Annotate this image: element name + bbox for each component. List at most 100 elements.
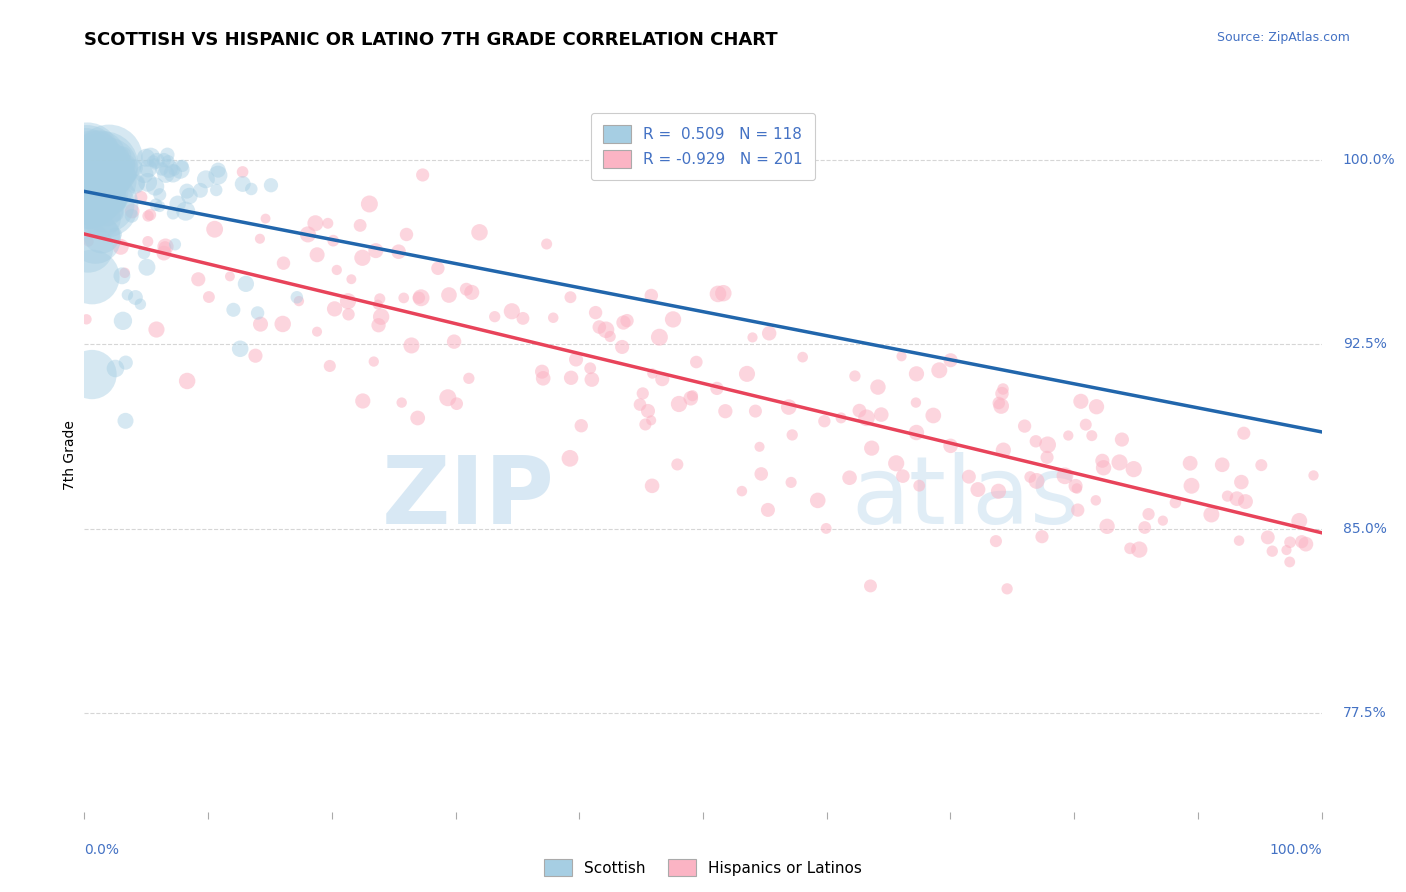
Point (1070, 394, 1092, 409)
Point (756, 503, 779, 517)
Point (1092, 460, 1115, 475)
Point (1234, 494, 1257, 508)
Point (336, 294, 359, 309)
Point (136, 161, 159, 176)
Point (156, 147, 179, 161)
Point (91, 164, 114, 178)
Point (179, 189, 201, 203)
Point (149, 199, 172, 213)
Point (232, 165, 254, 179)
Point (219, 269, 242, 284)
Point (142, 154, 165, 169)
Point (107, 165, 129, 179)
Point (305, 325, 328, 339)
Point (370, 310, 392, 324)
Point (235, 277, 257, 291)
Point (79, 202, 101, 217)
Point (984, 534, 1007, 549)
Point (1137, 507, 1160, 521)
Point (249, 232, 271, 246)
Point (307, 248, 329, 262)
Point (461, 285, 484, 300)
Point (1064, 479, 1087, 493)
Point (512, 311, 534, 326)
Point (648, 330, 671, 344)
Point (628, 398, 651, 412)
Point (80, 368, 103, 382)
Point (108, 152, 131, 166)
Point (501, 304, 523, 318)
Point (86, 184, 108, 198)
Point (412, 168, 434, 182)
Point (749, 467, 772, 481)
Point (364, 244, 387, 258)
Point (96, 197, 118, 211)
Point (368, 292, 391, 306)
Text: ZIP: ZIP (381, 451, 554, 544)
Text: 77.5%: 77.5% (1343, 706, 1386, 721)
Point (194, 172, 217, 186)
Point (714, 404, 737, 418)
Point (157, 154, 180, 169)
Point (337, 307, 360, 321)
Point (666, 458, 689, 472)
Point (104, 174, 127, 188)
Point (939, 353, 962, 368)
Point (103, 150, 125, 164)
Point (987, 484, 1010, 499)
Point (1091, 454, 1114, 468)
Point (443, 334, 465, 349)
Point (588, 320, 610, 334)
Point (94, 201, 117, 215)
Point (107, 179, 129, 194)
Point (844, 369, 866, 384)
Point (560, 290, 582, 304)
Point (1201, 508, 1223, 522)
Point (859, 579, 882, 593)
Point (76, 312, 98, 326)
Point (1111, 433, 1133, 447)
Point (232, 177, 254, 191)
Text: SCOTTISH VS HISPANIC OR LATINO 7TH GRADE CORRELATION CHART: SCOTTISH VS HISPANIC OR LATINO 7TH GRADE… (84, 31, 778, 49)
Point (778, 400, 800, 414)
Point (1081, 428, 1104, 442)
Point (780, 428, 803, 442)
Point (229, 342, 252, 356)
Point (1057, 428, 1080, 442)
Point (163, 163, 186, 178)
Point (426, 261, 449, 276)
Point (456, 282, 478, 296)
Point (129, 297, 152, 311)
Point (204, 222, 226, 236)
Point (166, 196, 188, 211)
Point (75, 147, 97, 161)
Point (94, 198, 117, 212)
Point (139, 208, 162, 222)
Point (641, 479, 664, 493)
Point (273, 256, 295, 270)
Point (1250, 458, 1272, 472)
Point (104, 361, 127, 376)
Point (640, 413, 662, 427)
Point (1180, 479, 1202, 493)
Point (98, 193, 121, 207)
Point (190, 183, 212, 197)
Text: 100.0%: 100.0% (1343, 153, 1395, 167)
Point (319, 359, 342, 373)
Point (363, 354, 385, 368)
Point (76, 147, 98, 161)
Point (111, 268, 134, 283)
Point (748, 440, 770, 454)
Point (939, 439, 962, 453)
Point (114, 356, 136, 370)
Point (82, 270, 104, 285)
Point (89, 150, 111, 164)
Point (93, 158, 115, 172)
Point (114, 266, 136, 280)
Point (1053, 468, 1076, 483)
Point (1108, 455, 1130, 469)
Point (967, 483, 990, 497)
Point (352, 251, 374, 265)
Point (82, 153, 104, 168)
Point (100, 150, 122, 164)
